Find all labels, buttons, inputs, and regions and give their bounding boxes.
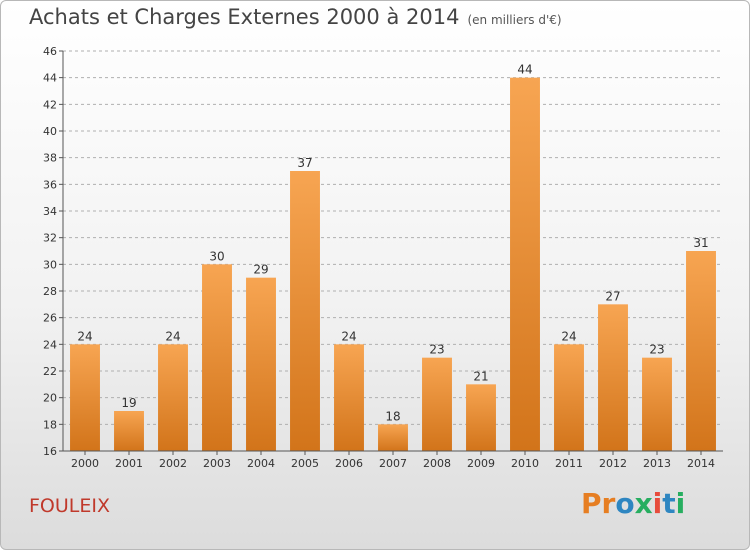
logo-letter: P — [581, 487, 602, 520]
x-axis-ticks: 2000 2001 2002 2003 2004 2005 2006 2007 2008 2009… — [71, 451, 715, 470]
logo-letter: r — [601, 487, 616, 520]
y-tick-label: 30 — [43, 258, 57, 271]
commune-name: FOULEIX — [29, 495, 111, 517]
logo-letter: i — [675, 487, 686, 520]
data-label: 27 — [605, 289, 620, 303]
bar-2007 — [378, 424, 408, 451]
data-label: 21 — [473, 369, 488, 383]
bar-2003 — [202, 264, 232, 451]
chart-title-text: Achats et Charges Externes 2000 à 2014 — [29, 5, 460, 29]
y-tick-label: 28 — [43, 285, 57, 298]
data-label: 19 — [121, 396, 136, 410]
data-label: 30 — [209, 249, 224, 263]
data-label: 23 — [429, 343, 444, 357]
bar-2008 — [422, 357, 452, 451]
data-label: 18 — [385, 409, 400, 423]
x-tick-label: 2008 — [423, 457, 451, 470]
bar-2010 — [510, 77, 540, 452]
logo-letter: x — [634, 487, 653, 520]
y-tick-label: 38 — [43, 152, 57, 165]
x-tick-label: 2005 — [291, 457, 319, 470]
y-tick-label: 34 — [43, 205, 57, 218]
y-tick-label: 44 — [43, 72, 57, 85]
x-tick-label: 2006 — [335, 457, 363, 470]
x-tick-label: 2003 — [203, 457, 231, 470]
data-label: 24 — [165, 329, 180, 343]
logo-letter: t — [662, 487, 676, 520]
x-tick-label: 2009 — [467, 457, 495, 470]
logo-letter: o — [615, 487, 635, 520]
data-label: 24 — [77, 329, 92, 343]
bar-2002 — [158, 344, 188, 451]
y-tick-label: 36 — [43, 178, 57, 191]
y-tick-label: 40 — [43, 125, 57, 138]
y-tick-label: 20 — [43, 392, 57, 405]
bar-2013 — [642, 357, 672, 451]
data-label: 24 — [561, 329, 576, 343]
data-label: 23 — [649, 343, 664, 357]
y-axis-ticks: 16 18 20 22 24 26 28 30 32 34 36 38 40 42 44 46 — [43, 45, 63, 458]
y-tick-label: 24 — [43, 338, 57, 351]
y-tick-label: 32 — [43, 232, 57, 245]
x-tick-label: 2004 — [247, 457, 275, 470]
bar-2009 — [466, 384, 496, 451]
data-labels: 24 19 24 30 29 37 24 18 23 21 44 24 27 23 31 — [77, 63, 708, 424]
axes — [62, 51, 723, 452]
chart-subtitle: (en milliers d'€) — [467, 13, 562, 27]
x-tick-label: 2013 — [643, 457, 671, 470]
data-label: 44 — [517, 63, 532, 77]
y-tick-label: 42 — [43, 98, 57, 111]
bar-2000 — [70, 344, 100, 451]
bar-2011 — [554, 344, 584, 451]
x-tick-label: 2002 — [159, 457, 187, 470]
x-tick-label: 2001 — [115, 457, 143, 470]
y-tick-label: 18 — [43, 418, 57, 431]
y-tick-label: 26 — [43, 312, 57, 325]
x-tick-label: 2012 — [599, 457, 627, 470]
bar-2005 — [290, 171, 320, 451]
y-tick-label: 46 — [43, 45, 57, 58]
bars — [70, 77, 716, 452]
logo-letter: i — [652, 487, 663, 520]
x-tick-label: 2000 — [71, 457, 99, 470]
y-tick-label: 16 — [43, 445, 57, 458]
bar-2001 — [114, 411, 144, 451]
y-tick-label: 22 — [43, 365, 57, 378]
bar-2014 — [686, 251, 716, 451]
bar-2012 — [598, 304, 628, 451]
proxiti-logo: Proxiti — [581, 487, 685, 520]
x-tick-label: 2014 — [687, 457, 715, 470]
data-label: 31 — [693, 236, 708, 250]
bar-2006 — [334, 344, 364, 451]
data-label: 29 — [253, 263, 268, 277]
chart-title: Achats et Charges Externes 2000 à 2014 (e… — [29, 5, 562, 29]
bar-2004 — [246, 277, 276, 451]
x-tick-label: 2010 — [511, 457, 539, 470]
x-tick-label: 2007 — [379, 457, 407, 470]
data-label: 37 — [297, 156, 312, 170]
data-label: 24 — [341, 329, 356, 343]
x-tick-label: 2011 — [555, 457, 583, 470]
